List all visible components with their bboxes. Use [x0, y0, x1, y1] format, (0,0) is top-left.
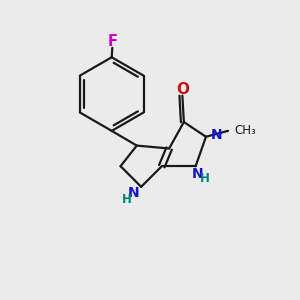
Text: H: H — [200, 172, 209, 185]
Text: CH₃: CH₃ — [235, 124, 256, 137]
Text: H: H — [122, 193, 132, 206]
Text: N: N — [191, 167, 203, 181]
Text: F: F — [107, 34, 117, 50]
Text: N: N — [211, 128, 223, 142]
Text: O: O — [176, 82, 189, 97]
Text: N: N — [128, 186, 140, 200]
